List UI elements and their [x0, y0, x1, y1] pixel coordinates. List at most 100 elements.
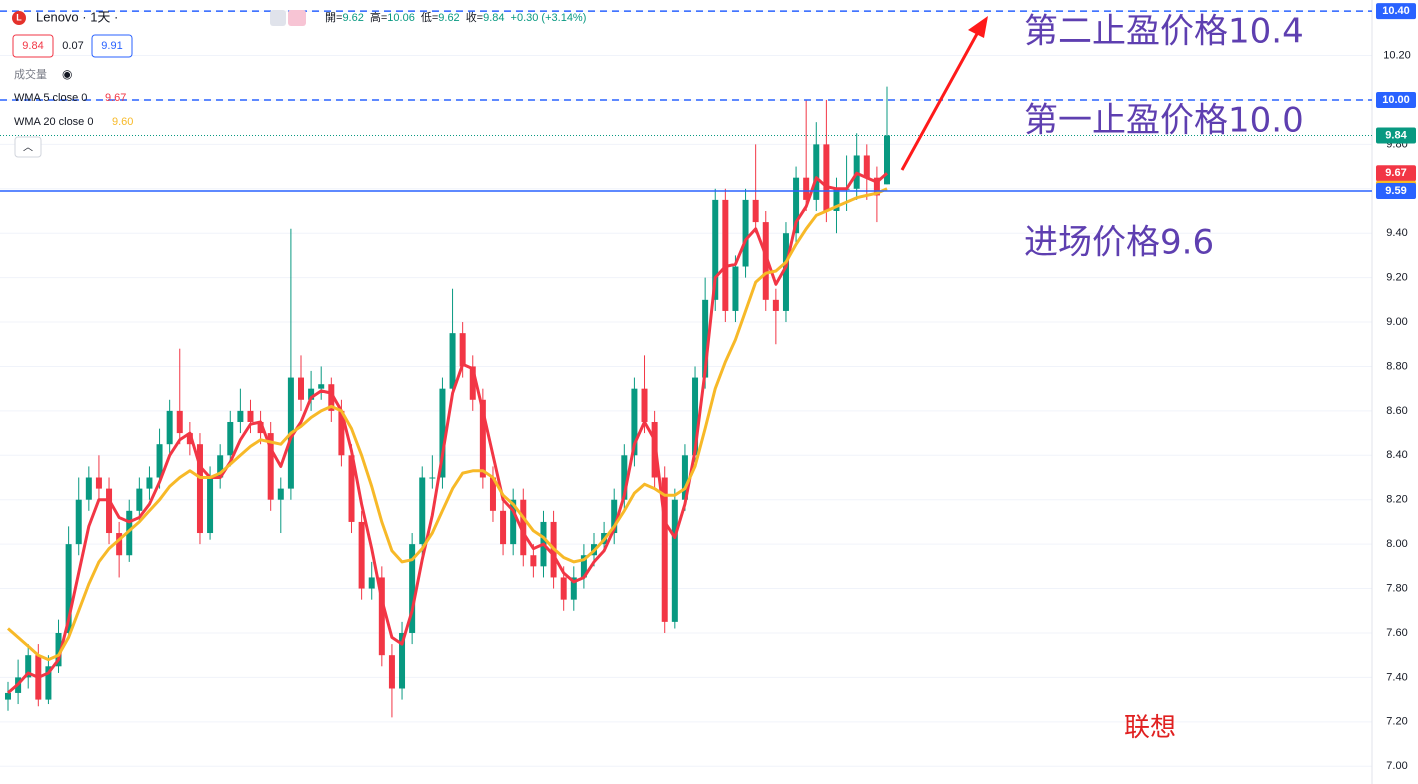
- candle-body: [489, 477, 496, 511]
- candle-body: [469, 366, 476, 400]
- ohlc-label: 開=: [325, 11, 342, 24]
- candle-body: [803, 177, 810, 200]
- candle-body: [227, 421, 234, 456]
- y-tick-label: 7.60: [1386, 627, 1407, 639]
- ohlc-value: 9.62: [438, 12, 459, 24]
- candle-body: [95, 477, 102, 489]
- candle-body: [813, 144, 820, 200]
- candle-body: [277, 488, 284, 500]
- candle-body: [65, 544, 72, 633]
- buy-button[interactable]: [91, 34, 133, 58]
- candle-body: [702, 299, 709, 378]
- y-tick-label: 9.40: [1386, 227, 1407, 239]
- annotation: 第二止盈价格10.4: [1024, 12, 1304, 52]
- wma-line: [7, 171, 888, 695]
- logo: [12, 11, 26, 25]
- candle-body: [106, 488, 113, 534]
- price-tag: [1376, 183, 1416, 200]
- candle-body: [580, 555, 587, 578]
- candle-body: [378, 577, 385, 656]
- symbol-title: Lenovo · 1天 ·: [36, 9, 118, 24]
- candle-body: [116, 533, 123, 556]
- candle-body: [631, 388, 638, 456]
- watermark: 联想: [1124, 713, 1176, 742]
- y-tick-label: 9.00: [1386, 316, 1407, 328]
- annotation: 第一止盈价格10.0: [1024, 101, 1304, 141]
- candle-body: [671, 499, 678, 622]
- buy-price: 9.91: [101, 40, 122, 52]
- candle-body: [237, 410, 244, 422]
- candle-body: [75, 499, 82, 545]
- candle-body: [621, 455, 628, 500]
- y-tick-label: 10.20: [1383, 49, 1411, 61]
- candle-body: [560, 577, 567, 600]
- collapse-icon: ︿: [23, 143, 33, 154]
- ohlc-label: 低=: [421, 11, 438, 24]
- candle-body: [500, 510, 507, 545]
- overlay: [0, 10, 1372, 192]
- candle-body: [742, 199, 749, 267]
- spread: 0.07: [62, 40, 83, 52]
- candle-body: [429, 477, 436, 479]
- candle-body: [328, 384, 335, 411]
- candle-body: [752, 199, 759, 223]
- candle-body: [772, 299, 779, 311]
- collapse-button[interactable]: [14, 136, 42, 158]
- candle-body: [722, 199, 729, 311]
- candle-body: [308, 388, 315, 400]
- candle-body: [661, 477, 668, 622]
- candle-body: [823, 144, 830, 211]
- button[interactable]: [288, 10, 306, 26]
- ohlc-value: 9.62: [342, 12, 363, 24]
- candle-body: [207, 477, 214, 534]
- y-tick-label: 7.20: [1386, 716, 1407, 728]
- candle-body: [358, 521, 365, 589]
- candle-body: [449, 333, 456, 389]
- candle-body: [732, 266, 739, 311]
- wma-line: [7, 187, 888, 662]
- ohlc-label: 高=: [370, 10, 387, 24]
- volume-label: 成交量: [14, 67, 47, 81]
- candle-body: [156, 444, 163, 478]
- y-tick-label: 7.80: [1386, 582, 1407, 594]
- candle-body: [388, 655, 395, 689]
- candle-body: [368, 577, 375, 589]
- arrow-shaft: [900, 31, 980, 171]
- price-tag-label: 10.00: [1382, 94, 1410, 106]
- candle-body: [459, 333, 466, 367]
- y-tick-label: 8.00: [1386, 538, 1407, 550]
- eye-icon[interactable]: ◉: [62, 67, 72, 81]
- candle-body: [267, 433, 274, 500]
- candle-body: [681, 455, 688, 500]
- legend-value: 9.60: [112, 116, 133, 128]
- candle-body: [257, 421, 264, 434]
- candle-body: [762, 222, 769, 300]
- candle-body: [863, 155, 870, 178]
- legend-value: 9.67: [105, 92, 126, 104]
- candle-body: [186, 433, 193, 445]
- legend-name: WMA 20 close 0: [14, 116, 93, 128]
- candle-body: [399, 632, 406, 689]
- candle-body: [55, 632, 62, 667]
- logo-letter: L: [16, 12, 22, 22]
- candle-body: [793, 177, 800, 234]
- plot: [5, 86, 890, 718]
- candle-body: [176, 410, 183, 434]
- candle-body: [338, 410, 345, 456]
- candle-body: [439, 388, 446, 478]
- candle-body: [217, 455, 224, 478]
- candle-body: [510, 499, 517, 545]
- y-tick-label: 7.00: [1386, 760, 1407, 772]
- ohlc-value: 9.84: [483, 12, 504, 24]
- candle-body: [570, 577, 577, 600]
- candle-body: [873, 177, 880, 196]
- candle-body: [146, 477, 153, 489]
- candle-body: [45, 666, 52, 700]
- sell-button[interactable]: [12, 34, 54, 58]
- price-tag-label: 10.40: [1382, 5, 1410, 17]
- sell-price: 9.84: [22, 40, 43, 52]
- button[interactable]: [270, 10, 286, 26]
- candle-body: [318, 384, 325, 389]
